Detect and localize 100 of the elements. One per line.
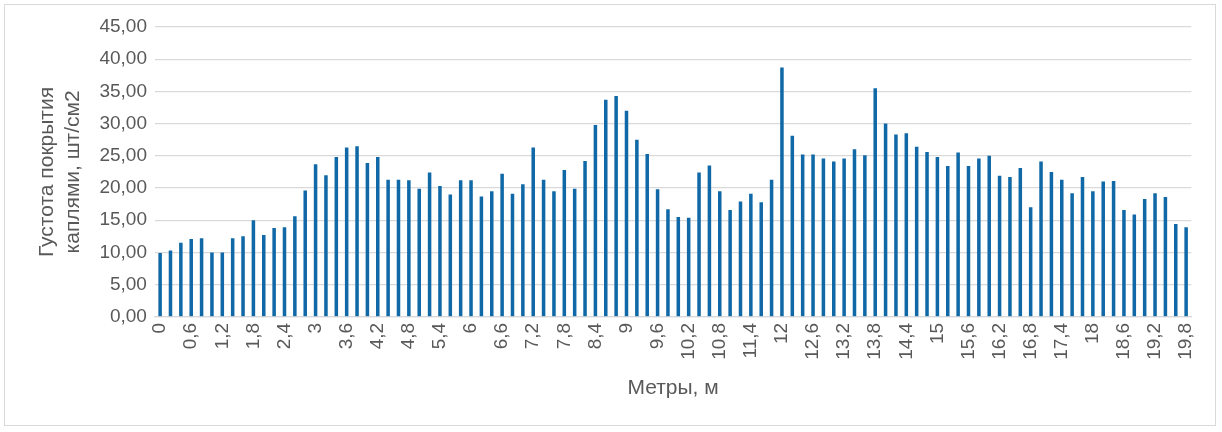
y-tick-label: 0,00 <box>109 305 147 327</box>
bar <box>355 146 359 317</box>
x-tick-label: 3,6 <box>334 322 356 350</box>
x-tick-label: 16,8 <box>1018 322 1040 360</box>
bar <box>1060 179 1064 317</box>
bar <box>293 216 297 317</box>
x-tick-label: 15,6 <box>956 322 978 360</box>
bar <box>1153 193 1157 317</box>
bar <box>842 158 846 317</box>
bar <box>697 172 701 317</box>
bar <box>894 134 898 317</box>
y-tick-label: 20,00 <box>99 176 147 198</box>
y-axis-title: Густота покрытия каплями, шт/см2 <box>34 86 83 257</box>
y-tick-label: 5,00 <box>109 272 147 294</box>
x-tick-label: 12,6 <box>801 322 823 360</box>
bar <box>832 161 836 317</box>
bar <box>179 242 183 317</box>
bar <box>490 191 494 317</box>
bar <box>1101 181 1105 317</box>
bar <box>500 173 504 317</box>
x-tick-label: 8,4 <box>583 322 605 350</box>
x-tick-label: 19,8 <box>1174 322 1196 360</box>
bar <box>666 209 670 317</box>
bar <box>1122 209 1126 317</box>
bar <box>645 153 649 317</box>
bar <box>303 190 307 317</box>
x-tick-label: 4,2 <box>366 322 387 350</box>
x-tick-label: 7,8 <box>552 322 574 350</box>
bar <box>946 166 950 317</box>
x-tick-label: 2,4 <box>272 322 294 350</box>
bar <box>1070 193 1074 317</box>
x-tick-label: 0 <box>148 322 170 334</box>
bar <box>417 188 421 317</box>
bar <box>873 88 877 317</box>
x-tick-label: 18,6 <box>1112 322 1134 360</box>
x-tick-label: 1,2 <box>210 322 232 350</box>
bar <box>1091 191 1095 317</box>
bar <box>376 157 380 317</box>
x-tick-label: 14,4 <box>894 322 916 360</box>
bar <box>158 253 162 317</box>
x-tick-label: 17,4 <box>1050 322 1071 360</box>
y-tick-label: 30,00 <box>99 111 147 133</box>
bar <box>272 227 276 317</box>
bar <box>604 99 608 317</box>
bar <box>718 191 722 317</box>
x-tick-label: 9 <box>614 322 636 334</box>
bar <box>614 95 618 317</box>
bar <box>1008 177 1012 317</box>
x-tick-label: 16,2 <box>987 322 1009 360</box>
bar <box>469 180 473 317</box>
bar <box>1039 161 1043 317</box>
x-tick-label: 3 <box>303 322 325 334</box>
bar <box>386 179 390 317</box>
bar <box>438 186 442 317</box>
bar <box>863 155 867 317</box>
x-tick-label: 11,4 <box>739 322 761 359</box>
y-tick-label: 35,00 <box>99 79 147 101</box>
bar <box>189 238 193 317</box>
bar <box>210 252 214 317</box>
bar <box>324 175 328 317</box>
bar <box>635 139 639 317</box>
bar <box>552 191 556 317</box>
bar <box>262 235 266 317</box>
bar <box>728 209 732 317</box>
bar <box>780 67 784 317</box>
x-tick-label: 18 <box>1081 322 1103 344</box>
x-tick-label: 5,4 <box>428 322 450 350</box>
x-tick-label: 6 <box>459 322 481 334</box>
y-tick-label: 25,00 <box>99 144 147 166</box>
x-tick-label: 4,8 <box>397 322 419 350</box>
x-tick-label: 10,8 <box>708 322 729 360</box>
bar <box>749 193 753 317</box>
x-tick-label: 7,2 <box>521 322 543 350</box>
bar <box>977 158 981 317</box>
x-tick-label: 0,6 <box>179 322 201 350</box>
bar <box>759 202 763 317</box>
bar <box>925 151 929 317</box>
bar <box>521 184 525 317</box>
x-tick-label: 12 <box>770 322 792 344</box>
x-tick-label: 13,8 <box>863 322 885 360</box>
x-tick-label: 6,6 <box>490 322 512 350</box>
bar <box>531 147 535 317</box>
bar <box>987 155 991 317</box>
x-tick-label: 15 <box>925 322 947 344</box>
bar <box>811 154 815 317</box>
bar <box>1184 227 1188 317</box>
y-tick-label: 40,00 <box>99 47 147 69</box>
bar <box>1174 224 1178 317</box>
x-tick-label: 19,2 <box>1143 322 1165 360</box>
y-tick-label: 15,00 <box>99 208 147 230</box>
bar <box>241 236 245 317</box>
bar <box>956 152 960 317</box>
x-tick-label: 13,2 <box>832 322 854 360</box>
bar <box>407 180 411 317</box>
x-axis-title: Метры, м <box>627 375 719 399</box>
y-tick-label: 10,00 <box>99 240 147 262</box>
bar <box>583 160 587 317</box>
x-tick-label: 1,8 <box>241 322 263 350</box>
x-tick-label: 10,2 <box>676 322 698 360</box>
y-tick-label: 45,00 <box>99 15 147 37</box>
